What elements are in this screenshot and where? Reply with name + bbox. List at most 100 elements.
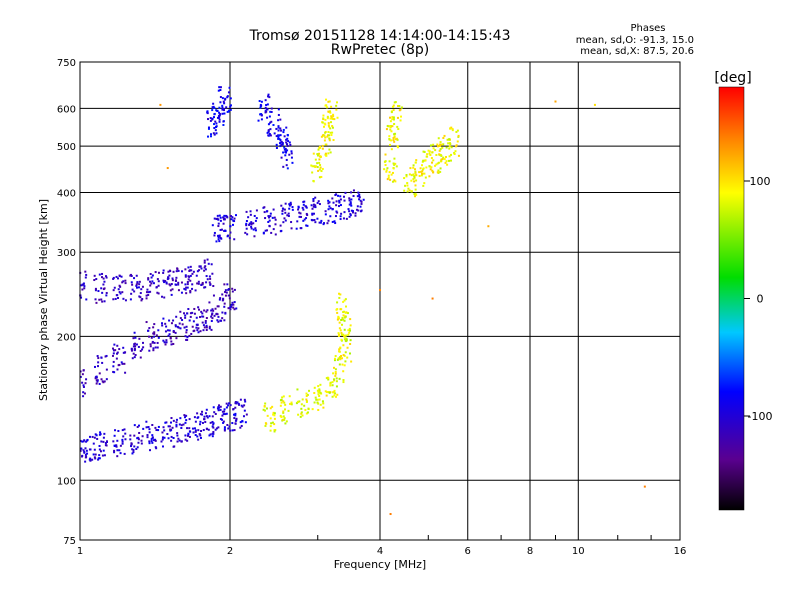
data-point	[414, 192, 417, 195]
data-point	[183, 414, 186, 417]
data-point	[80, 296, 83, 299]
data-point	[221, 112, 224, 115]
data-point	[153, 332, 156, 335]
data-point	[442, 143, 445, 146]
data-point	[227, 404, 230, 407]
data-point	[322, 223, 325, 226]
data-point	[93, 365, 96, 368]
data-point	[281, 209, 284, 212]
data-point	[253, 235, 256, 238]
data-point	[341, 323, 344, 326]
data-point	[151, 423, 154, 426]
data-point	[277, 125, 280, 128]
data-point	[394, 138, 397, 141]
data-point	[338, 199, 341, 202]
data-point	[203, 415, 206, 418]
data-point	[258, 100, 261, 103]
data-point	[320, 175, 323, 178]
data-point	[169, 428, 172, 431]
data-point	[188, 427, 191, 430]
data-point	[336, 358, 339, 361]
data-point	[215, 109, 218, 112]
data-point	[288, 204, 291, 207]
data-point	[213, 411, 216, 414]
data-point	[322, 406, 325, 409]
data-point	[205, 408, 208, 411]
data-point	[201, 312, 204, 315]
data-point	[311, 207, 314, 210]
data-point	[436, 162, 439, 165]
data-point	[405, 173, 408, 176]
data-point	[272, 228, 275, 231]
data-point	[324, 152, 327, 155]
data-point	[92, 442, 95, 445]
data-point	[442, 156, 445, 159]
data-point	[337, 205, 340, 208]
data-point	[224, 311, 227, 314]
data-point	[210, 309, 213, 312]
stats-title: Phases	[630, 23, 665, 34]
data-point	[119, 452, 122, 455]
data-point	[197, 282, 200, 285]
data-point	[148, 440, 151, 443]
data-point	[344, 315, 347, 318]
data-point	[162, 317, 165, 320]
data-point	[334, 194, 337, 197]
data-point	[318, 176, 321, 179]
data-point	[199, 413, 202, 416]
data-point	[388, 171, 391, 174]
data-point	[82, 384, 85, 387]
data-point	[80, 447, 83, 450]
data-point	[103, 432, 106, 435]
data-point	[445, 160, 448, 163]
data-point	[209, 277, 212, 280]
data-point	[186, 281, 189, 284]
data-point	[348, 215, 351, 218]
data-point	[207, 135, 210, 138]
data-point	[328, 100, 331, 103]
data-point	[235, 307, 238, 310]
data-point	[174, 325, 177, 328]
data-point	[137, 424, 140, 427]
data-point	[384, 153, 387, 156]
data-point	[222, 420, 225, 423]
data-point	[103, 380, 106, 383]
data-point	[330, 115, 333, 118]
data-point	[331, 117, 334, 120]
data-point	[263, 409, 266, 412]
data-point	[455, 144, 458, 147]
data-point	[149, 343, 152, 346]
data-point	[284, 422, 287, 425]
data-point	[412, 166, 415, 169]
data-point	[318, 389, 321, 392]
data-point	[122, 280, 125, 283]
data-point	[83, 392, 86, 395]
data-point	[198, 308, 201, 311]
data-point	[202, 324, 205, 327]
data-point	[389, 116, 392, 119]
data-point	[176, 434, 179, 437]
data-point	[209, 135, 212, 138]
data-point	[171, 277, 174, 280]
data-point	[275, 143, 278, 146]
data-point	[138, 283, 141, 286]
data-point	[360, 200, 363, 203]
data-point	[170, 439, 173, 442]
data-point	[259, 113, 262, 116]
data-point	[324, 143, 327, 146]
data-point	[220, 319, 223, 322]
data-point	[262, 408, 265, 411]
data-point	[290, 150, 293, 153]
data-point	[392, 137, 395, 140]
data-point	[282, 131, 285, 134]
data-point	[226, 110, 229, 113]
data-point	[179, 417, 182, 420]
data-point	[171, 426, 174, 429]
data-point	[277, 136, 280, 139]
data-point	[97, 290, 100, 293]
data-point	[451, 129, 454, 132]
data-point	[327, 202, 330, 205]
data-point	[121, 291, 124, 294]
data-point	[184, 274, 187, 277]
data-point	[94, 298, 97, 301]
